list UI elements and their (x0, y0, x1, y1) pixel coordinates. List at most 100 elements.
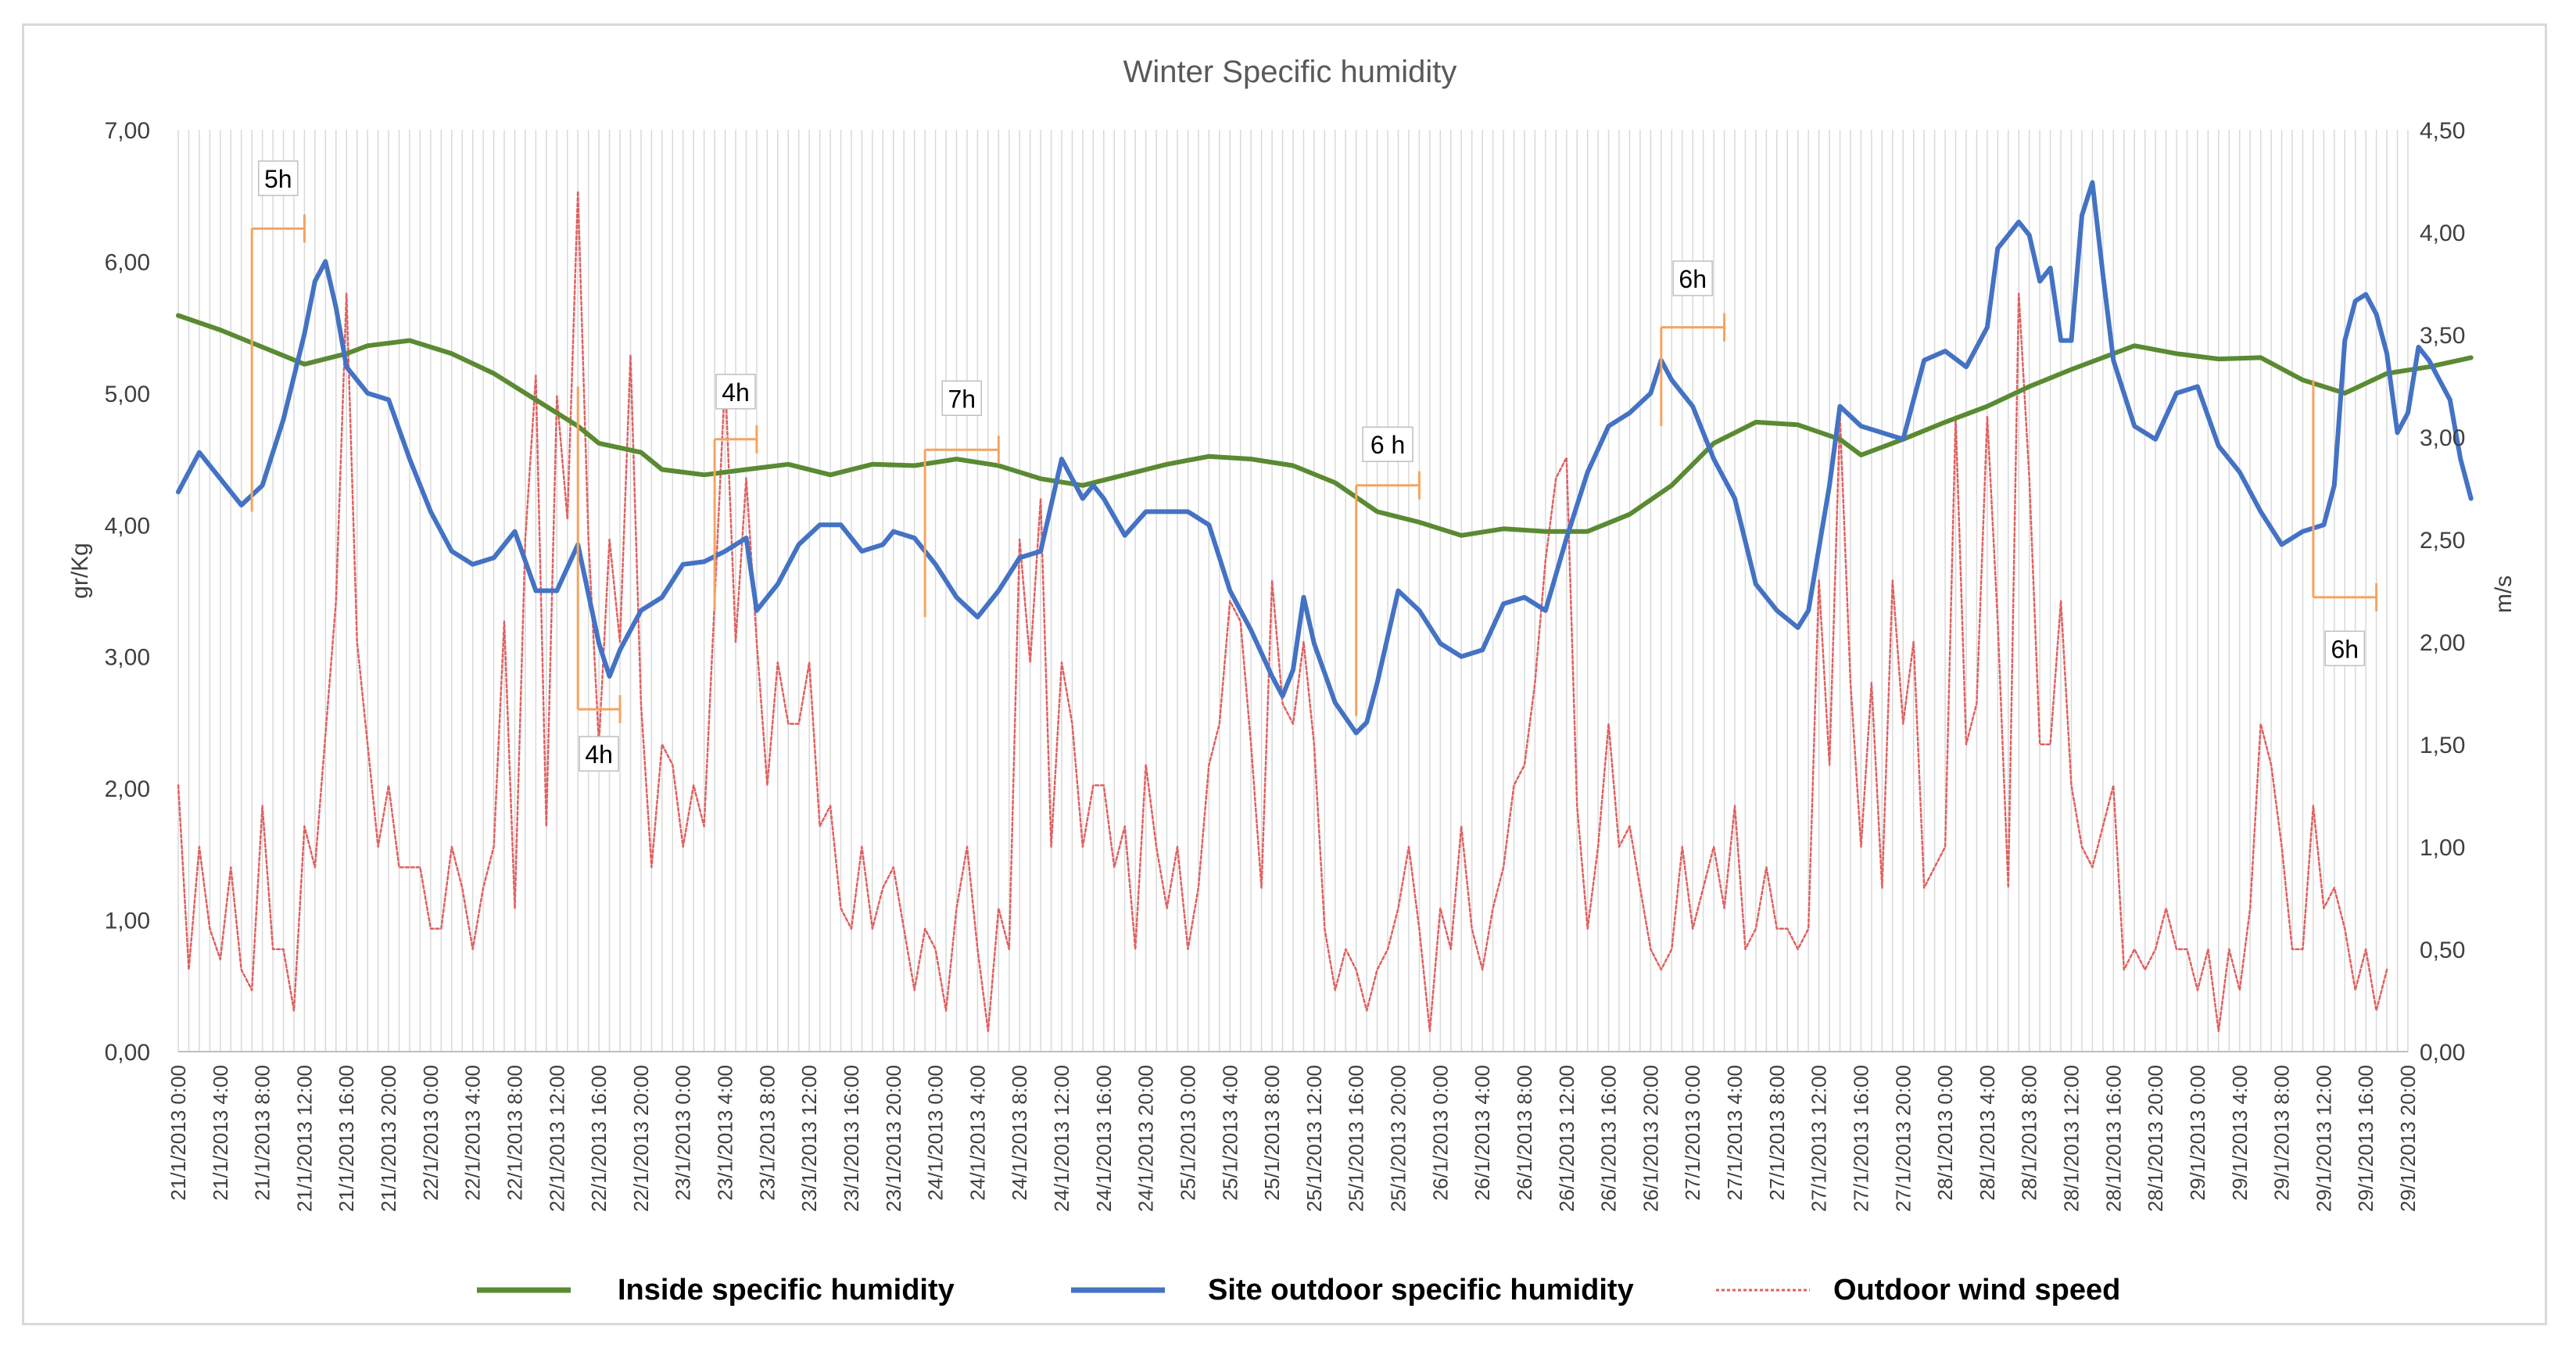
x-tick-label: 27/1/2013 20:00 (1891, 1065, 1915, 1212)
legend-label: Site outdoor specific humidity (1208, 1274, 1634, 1307)
annotation-label: 6h (2331, 635, 2359, 663)
annotation-label: 6 h (1370, 431, 1405, 459)
x-tick-label: 22/1/2013 12:00 (545, 1065, 568, 1212)
x-tick-label: 24/1/2013 12:00 (1050, 1065, 1073, 1212)
y2-tick-label: 0,00 (2420, 1040, 2465, 1066)
y2-tick-label: 2,00 (2420, 630, 2465, 656)
x-tick-label: 23/1/2013 8:00 (755, 1065, 779, 1201)
grid (177, 130, 2409, 1052)
y2-tick-label: 1,50 (2420, 733, 2465, 758)
x-tick-label: 26/1/2013 20:00 (1639, 1065, 1662, 1212)
annotation-label: 5h (264, 165, 292, 193)
x-tick-label: 27/1/2013 4:00 (1723, 1065, 1747, 1201)
y2-tick-label: 1,00 (2420, 835, 2465, 861)
x-tick-label: 25/1/2013 4:00 (1218, 1065, 1241, 1201)
legend: Inside specific humidity Site outdoor spe… (477, 1274, 2120, 1307)
x-tick-label: 27/1/2013 16:00 (1849, 1065, 1872, 1212)
x-tick-label: 21/1/2013 4:00 (209, 1065, 232, 1201)
x-tick-label: 28/1/2013 4:00 (1976, 1065, 1999, 1201)
x-tick-label: 23/1/2013 16:00 (840, 1065, 863, 1212)
annotation-label: 7h (948, 385, 976, 413)
series-line-site-outdoor-specific-humidity (176, 180, 2474, 736)
x-tick-label: 23/1/2013 20:00 (882, 1065, 905, 1212)
x-tick-label: 25/1/2013 8:00 (1260, 1065, 1284, 1201)
chart-title: Winter Specific humidity (1123, 55, 1457, 89)
series-line-inside-specific-humidity (176, 313, 2474, 538)
annotation-label: 4h (585, 740, 613, 769)
y-tick-label: 3,00 (105, 645, 150, 671)
x-tick-label: 28/1/2013 12:00 (2060, 1065, 2083, 1212)
y2-tick-label: 2,50 (2420, 528, 2465, 554)
y-tick-label: 6,00 (105, 249, 150, 275)
x-tick-label: 21/1/2013 16:00 (335, 1065, 358, 1212)
x-tick-label: 29/1/2013 12:00 (2312, 1065, 2335, 1212)
y2-axis-label: m/s (2491, 575, 2517, 613)
y-ticks: 0,00 1,00 2,00 3,00 4,00 5,00 6,00 7,00 (105, 118, 150, 1066)
x-tick-label: 22/1/2013 4:00 (461, 1065, 485, 1201)
x-ticks: 21/1/2013 0:00 21/1/2013 4:00 21/1/2013 8:… (167, 1065, 2420, 1212)
series-line-outdoor-wind-speed (177, 190, 2388, 1033)
x-tick-label: 26/1/2013 0:00 (1428, 1065, 1452, 1201)
x-tick-label: 29/1/2013 8:00 (2270, 1065, 2294, 1201)
x-tick-label: 25/1/2013 20:00 (1387, 1065, 1410, 1212)
x-tick-label: 28/1/2013 8:00 (2018, 1065, 2041, 1201)
y-tick-label: 7,00 (105, 118, 150, 144)
x-tick-label: 28/1/2013 20:00 (2144, 1065, 2167, 1212)
x-tick-label: 26/1/2013 12:00 (1555, 1065, 1578, 1212)
annotation-label-box (1672, 260, 1713, 296)
x-tick-label: 29/1/2013 20:00 (2396, 1065, 2420, 1212)
y2-tick-label: 3,00 (2420, 425, 2465, 451)
annotation-label-box (579, 736, 619, 772)
x-tick-label: 25/1/2013 0:00 (1176, 1065, 1199, 1201)
x-tick-label: 26/1/2013 16:00 (1597, 1065, 1621, 1212)
y-tick-label: 0,00 (105, 1040, 150, 1066)
y-tick-label: 1,00 (105, 909, 150, 934)
annotation-label-box (1362, 426, 1413, 462)
x-tick-label: 27/1/2013 0:00 (1681, 1065, 1704, 1201)
annotation-label-box (715, 374, 756, 410)
annotation-label: 6h (1679, 265, 1707, 293)
x-tick-label: 21/1/2013 20:00 (377, 1065, 400, 1212)
annotation-label: 4h (722, 378, 750, 407)
y-axis-label: gr/Kg (67, 543, 93, 599)
x-tick-label: 27/1/2013 12:00 (1807, 1065, 1831, 1212)
x-tick-label: 24/1/2013 20:00 (1134, 1065, 1158, 1212)
x-tick-label: 21/1/2013 8:00 (251, 1065, 274, 1201)
x-tick-label: 25/1/2013 12:00 (1302, 1065, 1326, 1212)
x-tick-label: 27/1/2013 8:00 (1765, 1065, 1789, 1201)
x-tick-label: 29/1/2013 0:00 (2186, 1065, 2209, 1201)
x-tick-label: 28/1/2013 0:00 (1933, 1065, 1957, 1201)
y2-tick-label: 4,00 (2420, 220, 2465, 246)
x-tick-label: 22/1/2013 16:00 (587, 1065, 611, 1212)
chart-frame (22, 23, 2547, 1325)
x-tick-label: 29/1/2013 16:00 (2354, 1065, 2377, 1212)
annotation-label-box (941, 380, 982, 417)
x-tick-label: 24/1/2013 16:00 (1092, 1065, 1116, 1212)
annotations-layer: 5h 4h 4h 7h 6 h 6h 6h (250, 160, 2378, 772)
legend-label: Outdoor wind speed (1833, 1274, 2120, 1307)
y2-tick-label: 4,50 (2420, 118, 2465, 144)
x-tick-label: 23/1/2013 4:00 (714, 1065, 737, 1201)
x-tick-label: 25/1/2013 16:00 (1345, 1065, 1368, 1212)
y2-tick-label: 3,50 (2420, 323, 2465, 349)
x-tick-label: 26/1/2013 4:00 (1471, 1065, 1494, 1201)
y-tick-label: 5,00 (105, 382, 150, 407)
x-tick-label: 22/1/2013 8:00 (503, 1065, 526, 1201)
x-tick-label: 23/1/2013 0:00 (672, 1065, 695, 1201)
x-tick-label: 22/1/2013 0:00 (419, 1065, 442, 1201)
annotation-label-box (258, 160, 299, 196)
x-tick-label: 26/1/2013 8:00 (1513, 1065, 1536, 1201)
x-tick-label: 29/1/2013 4:00 (2228, 1065, 2252, 1201)
annotation-label-box (2324, 630, 2366, 667)
x-tick-label: 21/1/2013 0:00 (167, 1065, 190, 1201)
x-tick-label: 28/1/2013 16:00 (2101, 1065, 2125, 1212)
x-tick-label: 24/1/2013 8:00 (1008, 1065, 1031, 1201)
x-tick-label: 24/1/2013 0:00 (924, 1065, 948, 1201)
y2-ticks: 0,00 0,50 1,00 1,50 2,00 2,50 3,00 3,50 4,00 4,50 (2420, 118, 2465, 1066)
x-tick-label: 24/1/2013 4:00 (966, 1065, 989, 1201)
y2-tick-label: 0,50 (2420, 937, 2465, 963)
y-tick-label: 2,00 (105, 776, 150, 802)
series-layer (176, 180, 2474, 1033)
x-tick-label: 22/1/2013 20:00 (629, 1065, 653, 1212)
